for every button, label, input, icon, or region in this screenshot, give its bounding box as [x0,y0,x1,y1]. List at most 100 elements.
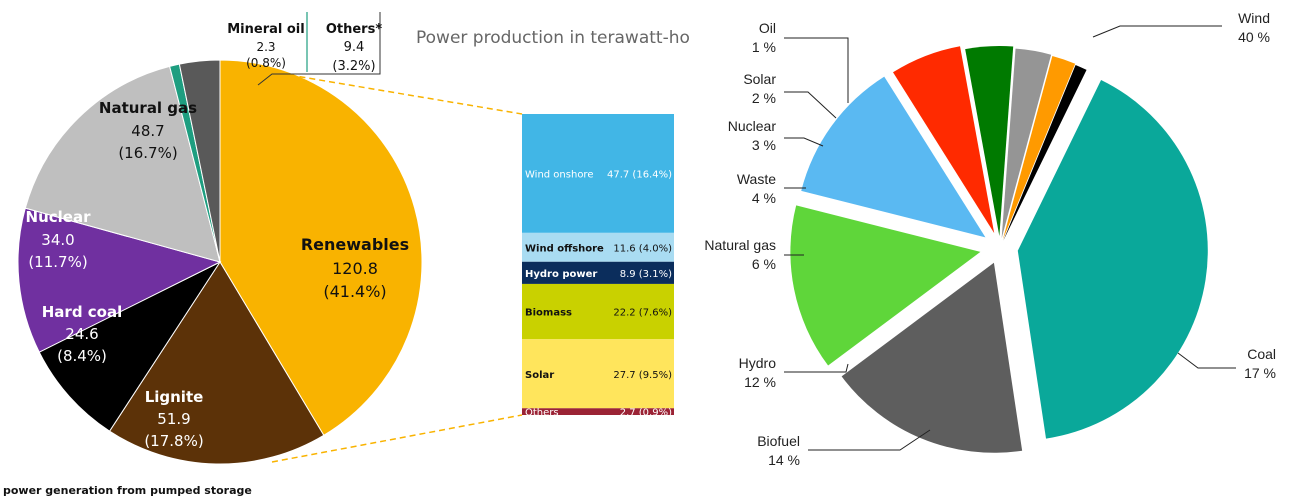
bar-label-wind-offshore: Wind offshore [525,243,604,254]
rlabel-natural-gas: Natural gas 6 % [704,237,776,272]
svg-text:Others*: Others* [326,22,382,37]
rslice-coal [841,262,1023,453]
bar-label-solar: Solar [525,370,554,381]
leader-biofuel [808,429,931,451]
slice-others [178,59,221,263]
label-renewables: Renewables 120.8 (41.4%) [301,235,409,301]
svg-text:(17.8%): (17.8%) [144,432,203,450]
label-natural-gas: Natural gas 48.7 (16.7%) [99,99,197,162]
slice-renewables [219,59,423,436]
left-chart-title: Power production in terawatt-ho [416,28,690,48]
svg-text:6 %: 6 % [752,256,776,272]
svg-text:Biofuel: Biofuel [757,433,800,449]
rslice-waste [965,46,1014,237]
leader-hydro [784,363,849,373]
rslice-natural-gas [893,46,995,234]
svg-text:Hard coal: Hard coal [42,303,123,321]
left-pie-chart: Wind onshore 47.7 (16.4%) Wind offshore 11.… [3,12,690,497]
slice-natural-gas [24,65,221,263]
bar-value-biomass: 22.2 (7.6%) [613,308,672,319]
svg-text:Wind: Wind [1238,10,1270,26]
svg-text:(8.4%): (8.4%) [57,347,107,365]
svg-text:(11.7%): (11.7%) [28,253,87,271]
label-mineral-oil: Mineral oil 2.3 (0.8%) [227,22,304,70]
slice-lignite [108,261,325,465]
others-leader [257,12,381,86]
bar-segment-wind-onshore [522,114,674,233]
svg-text:(0.8%): (0.8%) [246,56,286,70]
label-others: Others* 9.4 (3.2%) [326,22,382,74]
rslice-oil [1003,64,1087,241]
bar-label-hydro-power: Hydro power [525,269,597,280]
svg-text:Solar: Solar [743,71,776,87]
svg-text:17 %: 17 % [1244,365,1276,381]
label-nuclear: Nuclear 34.0 (11.7%) [26,208,92,271]
rlabel-coal: Coal 17 % [1244,346,1276,381]
rslice-nuclear [1001,48,1052,239]
rlabel-hydro: Hydro 12 % [739,355,777,390]
bar-value-solar: 27.7 (9.5%) [613,370,672,381]
bar-value-others: 2.7 (0.9%) [620,408,672,419]
svg-text:14 %: 14 % [768,452,800,468]
svg-text:Renewables: Renewables [301,235,409,254]
slice-nuclear [17,207,222,353]
bar-value-hydro-power: 8.9 (3.1%) [620,269,672,280]
bar-value-wind-offshore: 11.6 (4.0%) [613,243,672,254]
svg-text:24.6: 24.6 [65,325,98,343]
rlabel-biofuel: Biofuel 14 % [757,433,800,468]
svg-text:9.4: 9.4 [344,40,365,55]
right-pie-chart: Wind 40 % Oil 1 % Solar 2 % Nuclear 3 % … [704,10,1276,468]
svg-text:Natural gas: Natural gas [99,99,197,117]
bar-segment-solar [522,339,674,409]
rlabel-solar: Solar 2 % [743,71,776,106]
rslice-wind [1017,79,1208,439]
svg-text:48.7: 48.7 [131,122,164,140]
rslice-hydro [801,76,986,238]
label-lignite: Lignite 51.9 (17.8%) [144,388,203,450]
svg-text:Nuclear: Nuclear [26,208,92,226]
svg-text:Hydro: Hydro [739,355,777,371]
rslice-biofuel [790,205,981,366]
svg-text:120.8: 120.8 [332,259,378,278]
bar-label-wind-onshore: Wind onshore [525,169,593,180]
rlabel-nuclear: Nuclear 3 % [728,118,777,153]
slice-hard-coal [38,260,222,432]
zoom-connector-top [259,69,523,115]
svg-text:(41.4%): (41.4%) [323,282,386,301]
leader-nuclear [784,137,824,147]
svg-text:2.3: 2.3 [256,40,275,54]
svg-text:12 %: 12 % [744,374,776,390]
svg-text:Lignite: Lignite [145,388,204,406]
rlabel-waste: Waste 4 % [737,171,776,206]
leader-solar [784,91,837,119]
svg-text:Coal: Coal [1247,346,1276,362]
svg-text:40 %: 40 % [1238,29,1270,45]
svg-text:Waste: Waste [737,171,776,187]
svg-text:Nuclear: Nuclear [728,118,777,134]
bar-segment-wind-offshore [522,232,674,262]
bar-segment-hydro-power [522,261,674,284]
bar-label-others: Others [525,408,559,419]
svg-text:2 %: 2 % [752,90,776,106]
leader-wind [1092,25,1222,38]
svg-text:Mineral oil: Mineral oil [227,22,304,37]
svg-text:Natural gas: Natural gas [704,237,776,253]
bar-value-wind-onshore: 47.7 (16.4%) [607,169,672,180]
svg-text:3 %: 3 % [752,137,776,153]
leader-coal [1177,352,1236,369]
label-hard-coal: Hard coal 24.6 (8.4%) [42,303,123,365]
leader-oil [784,37,849,103]
bar-label-biomass: Biomass [525,308,572,319]
bar-segment-biomass [522,283,674,340]
svg-text:(16.7%): (16.7%) [118,144,177,162]
bar-segment-others [522,408,674,415]
svg-text:Oil: Oil [759,20,776,36]
svg-text:34.0: 34.0 [41,231,74,249]
svg-text:1 %: 1 % [752,39,776,55]
svg-text:51.9: 51.9 [157,410,190,428]
rlabel-wind: Wind 40 % [1238,10,1270,45]
svg-text:4 %: 4 % [752,190,776,206]
svg-text:(3.2%): (3.2%) [332,59,375,74]
footnote: power generation from pumped storage [3,484,252,497]
